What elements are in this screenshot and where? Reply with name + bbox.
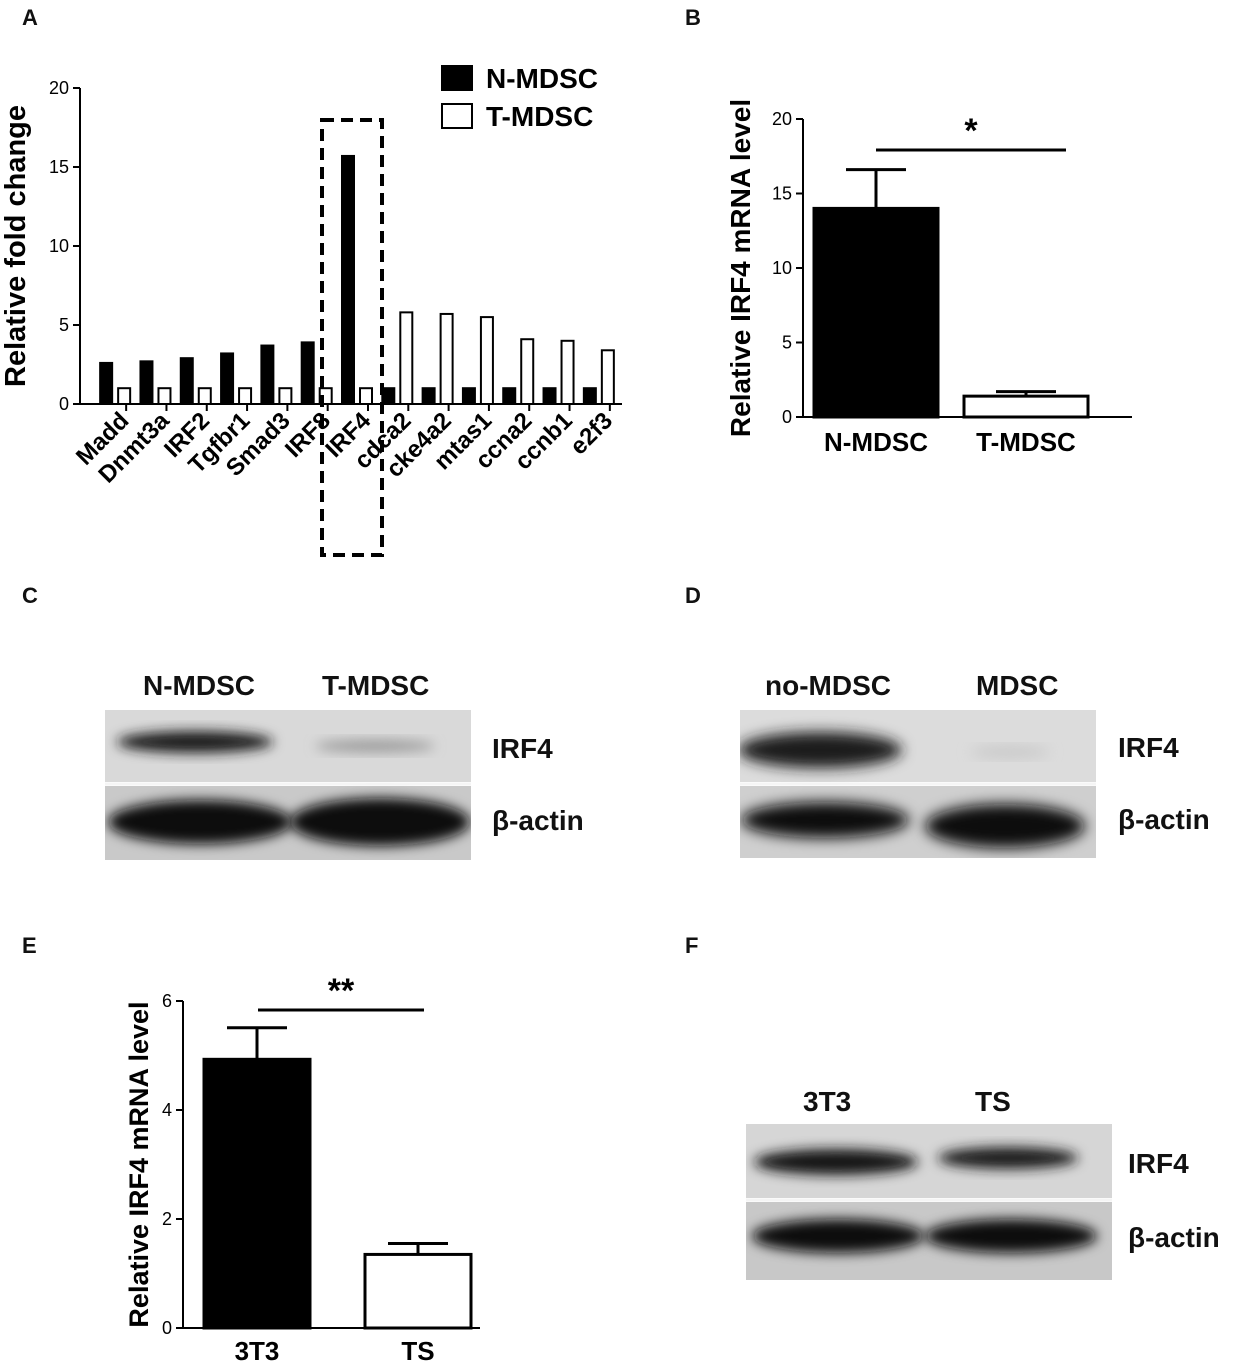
bar-ccna2-t-mdsc [520,338,535,405]
y-tick-label: 10 [49,236,69,256]
blot-f-lane-2: TS [975,1086,1011,1117]
bar-ccna2-n-mdsc [502,387,517,406]
bar-cdca2-n-mdsc [381,387,396,406]
bar-cke4a2-t-mdsc [439,312,454,405]
panel-letter-c: C [22,583,38,608]
y-axis-label: Relative IRF4 mRNA level [124,1001,154,1327]
y-tick-label: 2 [162,1209,172,1229]
x-tick-label-e2f3: e2f3 [565,407,618,460]
panel-letter-a: A [22,5,38,30]
bar-madd-t-mdsc [117,387,132,406]
y-tick-label: 0 [782,407,792,427]
blot-c-band-irf4-lane1 [117,731,273,753]
chart-b-irf4-mrna: 0 5 10 15 20 Relative IRF4 mRNA level N-MDSC T-… [725,99,1132,457]
blot-d-band-label-actin: β-actin [1118,804,1210,835]
blot-c-lane-1: N-MDSC [143,670,255,701]
y-tick-label: 15 [49,157,69,177]
blot-f-band-actin-lane2 [925,1219,1097,1253]
bar-e2f3-t-mdsc [600,349,615,405]
x-tick-label-irf8: IRF8 [280,407,336,463]
y-tick-label: 10 [772,258,792,278]
bar-n-mdsc [812,206,940,419]
highlight-box-irf4 [320,118,384,557]
bar-ccnb1-t-mdsc [560,339,575,405]
blot-d-lane-1: no-MDSC [765,670,891,701]
blot-f-band-label-irf4: IRF4 [1128,1148,1189,1179]
chart-e-irf4-mrna: 0 2 4 6 Relative IRF4 mRNA level 3T3 TS ** [124,972,480,1366]
legend-label-t-mdsc: T-MDSC [486,101,593,132]
blot-f-image [746,1124,1112,1280]
y-tick-label: 6 [162,991,172,1011]
bar-irf2-t-mdsc [197,387,212,406]
x-tick-label-n-mdsc: N-MDSC [824,427,928,457]
bar-irf8-n-mdsc [300,341,315,406]
x-tick-label-t-mdsc: T-MDSC [976,427,1076,457]
blot-d-lane-2: MDSC [976,670,1059,701]
blot-c-band-actin-lane1 [108,800,292,844]
y-tick-label: 4 [162,1100,172,1120]
bar-cke4a2-n-mdsc [421,387,436,406]
blot-f: 3T3 TS IRF4 β-actin [700,1060,1240,1300]
legend-swatch-t-mdsc [441,103,473,129]
y-tick-label: 0 [59,394,69,414]
legend-label-n-mdsc: N-MDSC [486,63,598,94]
blot-c-band-irf4-lane2 [315,740,435,752]
blot-c-band-actin-lane2 [290,798,470,846]
bar-ccnb1-n-mdsc [542,387,557,406]
bar-smad3-t-mdsc [278,387,293,406]
y-tick-label: 15 [772,184,792,204]
blot-d-band-label-irf4: IRF4 [1118,732,1179,763]
blot-d-band-actin-lane2 [925,804,1085,848]
blot-d-band-irf4-lane1 [740,732,902,768]
bar-dnmt3a-n-mdsc [139,360,154,405]
bar-smad3-n-mdsc [260,344,275,406]
bar-ts [363,1252,473,1330]
blot-f-band-irf4-lane1 [754,1149,918,1175]
y-tick-label: 5 [59,315,69,335]
blot-c: N-MDSC T-MDSC IRF4 β-actin [0,600,680,880]
legend-swatch-n-mdsc [441,65,473,91]
y-axis-label: Relative fold change [0,105,32,387]
y-tick-label: 20 [49,78,69,98]
panel-letter-f: F [685,933,699,958]
blot-f-band-irf4-lane2 [938,1147,1078,1169]
blot-f-band-label-actin: β-actin [1128,1222,1220,1253]
bar-e2f3-n-mdsc [582,387,597,406]
panel-letter-d: D [685,583,701,608]
y-axis-label: Relative IRF4 mRNA level [725,99,756,437]
blot-c-band-label-irf4: IRF4 [492,733,553,764]
blot-f-band-actin-lane1 [752,1219,924,1253]
blot-c-lane-2: T-MDSC [322,670,430,701]
panel-letter-b: B [685,5,701,30]
bar-dnmt3a-t-mdsc [157,387,172,406]
bar-mtas1-t-mdsc [479,316,494,406]
bar-irf4-n-mdsc [341,154,355,405]
panel-letter-e: E [22,933,37,958]
y-tick-label: 0 [162,1318,172,1338]
bar-tgfbr1-t-mdsc [238,387,253,406]
bar-irf4-t-mdsc [359,387,373,406]
significance-mark: ** [328,972,355,1010]
blot-d: no-MDSC MDSC IRF4 β-actin [700,600,1240,880]
blot-d-band-irf4-lane2 [970,747,1050,757]
bar-cdca2-t-mdsc [399,311,414,405]
y-tick-label: 5 [782,333,792,353]
bar-madd-n-mdsc [99,361,114,406]
x-tick-label-3t3: 3T3 [235,1336,280,1366]
bar-irf2-n-mdsc [179,357,194,405]
blot-d-image [740,710,1096,858]
bar-mtas1-n-mdsc [461,387,476,406]
bar-tgfbr1-n-mdsc [220,352,235,406]
y-tick-label: 20 [772,109,792,129]
x-tick-label-ts: TS [401,1336,434,1366]
blot-f-lane-1: 3T3 [803,1086,852,1117]
blot-c-image [105,710,471,860]
bar-t-mdsc [962,394,1090,419]
bar-3t3 [202,1057,312,1330]
significance-mark: * [964,112,978,150]
blot-d-band-actin-lane1 [741,802,909,838]
blot-c-band-label-actin: β-actin [492,805,584,836]
